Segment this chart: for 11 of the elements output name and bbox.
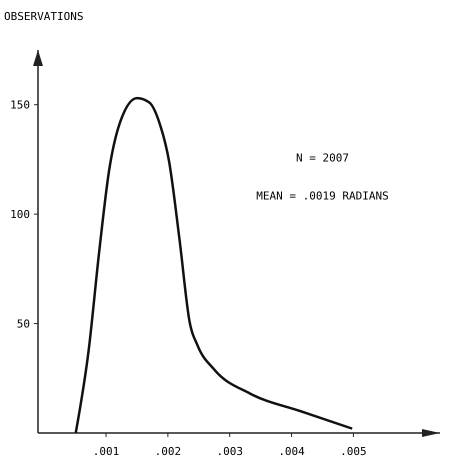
y-tick-label: 100	[10, 208, 30, 222]
annotation: MEAN = .0019 RADIANS	[256, 190, 389, 203]
y-axis-title: OBSERVATIONS	[4, 10, 84, 23]
y-tick-label: 150	[10, 98, 30, 112]
annotation: N = 2007	[296, 152, 349, 165]
y-tick-label: 50	[16, 318, 30, 331]
x-tick-label: .001	[92, 445, 120, 458]
x-tick-label: .004	[278, 445, 306, 458]
x-tick-label: .003	[216, 445, 243, 458]
x-tick-label: .005	[340, 445, 367, 458]
x-tick-label: .002	[154, 445, 182, 458]
